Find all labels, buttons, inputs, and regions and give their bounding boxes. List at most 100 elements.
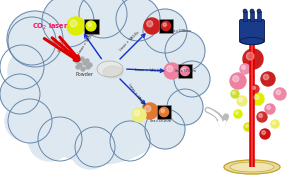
Circle shape (48, 52, 152, 156)
Bar (178, 64, 192, 78)
Circle shape (252, 86, 256, 89)
Circle shape (42, 0, 94, 47)
Circle shape (167, 66, 173, 72)
Circle shape (254, 95, 259, 100)
Circle shape (70, 129, 110, 169)
Circle shape (257, 9, 261, 13)
Circle shape (230, 73, 246, 89)
Circle shape (164, 63, 180, 79)
Circle shape (232, 91, 235, 94)
Ellipse shape (224, 160, 280, 174)
Ellipse shape (103, 66, 123, 78)
Circle shape (174, 61, 210, 97)
Circle shape (276, 90, 281, 95)
Text: Laser + YAG:Eu: Laser + YAG:Eu (119, 30, 141, 52)
Ellipse shape (230, 162, 274, 172)
Circle shape (160, 107, 169, 117)
Circle shape (83, 61, 87, 65)
Text: Laser + YAG:Dy: Laser + YAG:Dy (135, 67, 161, 72)
Text: Laser + YAG:Ce: Laser + YAG:Ce (78, 31, 96, 55)
Bar (243, 11, 247, 21)
Bar (257, 11, 261, 21)
Circle shape (80, 57, 84, 61)
Circle shape (182, 68, 185, 71)
Circle shape (50, 59, 150, 159)
Circle shape (75, 59, 79, 63)
Circle shape (50, 0, 150, 99)
Circle shape (234, 110, 242, 118)
Circle shape (105, 19, 185, 99)
Circle shape (244, 123, 252, 131)
Circle shape (85, 59, 89, 63)
Circle shape (76, 65, 80, 69)
Circle shape (274, 88, 286, 100)
Circle shape (263, 74, 269, 80)
Circle shape (251, 85, 259, 93)
Circle shape (81, 67, 85, 71)
Circle shape (167, 89, 203, 125)
Circle shape (165, 31, 205, 71)
Circle shape (233, 76, 239, 82)
Circle shape (272, 121, 275, 124)
Circle shape (257, 112, 267, 122)
Circle shape (262, 131, 265, 135)
Circle shape (145, 106, 151, 112)
Circle shape (86, 21, 96, 31)
Circle shape (271, 120, 279, 128)
Bar (159, 19, 173, 33)
Bar (83, 19, 98, 33)
Circle shape (86, 65, 90, 69)
Circle shape (68, 15, 192, 139)
Circle shape (243, 9, 247, 13)
Text: Laser + YAG:Dy: Laser + YAG:Dy (127, 83, 145, 107)
Circle shape (142, 103, 158, 119)
Circle shape (15, 24, 105, 114)
Circle shape (145, 109, 185, 149)
Circle shape (20, 0, 180, 154)
Circle shape (45, 0, 155, 109)
Circle shape (28, 117, 72, 161)
Circle shape (70, 20, 77, 27)
Text: Heating: Heating (49, 38, 61, 54)
Circle shape (231, 90, 239, 98)
Text: λex=338nm: λex=338nm (170, 29, 192, 33)
Circle shape (15, 0, 185, 164)
Circle shape (116, 0, 160, 41)
Bar (250, 11, 254, 21)
Circle shape (5, 101, 45, 141)
Circle shape (20, 64, 90, 134)
Circle shape (163, 23, 166, 26)
Text: CO$_2$ laser: CO$_2$ laser (32, 22, 68, 32)
Circle shape (242, 66, 246, 70)
Circle shape (88, 23, 92, 26)
Circle shape (240, 64, 250, 74)
Circle shape (147, 21, 153, 27)
Circle shape (243, 49, 263, 69)
Circle shape (239, 98, 243, 101)
Circle shape (15, 16, 145, 146)
Circle shape (180, 66, 190, 76)
Circle shape (235, 111, 238, 114)
Circle shape (247, 52, 254, 60)
Circle shape (67, 17, 85, 35)
Circle shape (259, 114, 262, 118)
Circle shape (79, 0, 127, 38)
Circle shape (267, 106, 271, 109)
Circle shape (70, 19, 190, 139)
Circle shape (250, 9, 254, 13)
Circle shape (78, 63, 82, 67)
Text: Heating: Heating (57, 39, 69, 53)
FancyBboxPatch shape (240, 19, 265, 43)
Circle shape (20, 24, 140, 144)
Circle shape (245, 124, 248, 127)
Circle shape (161, 109, 164, 112)
Circle shape (260, 129, 270, 139)
Circle shape (252, 93, 264, 105)
Ellipse shape (97, 61, 123, 77)
Circle shape (261, 72, 275, 86)
Circle shape (161, 21, 171, 31)
Circle shape (8, 47, 56, 95)
Circle shape (7, 11, 63, 67)
Circle shape (144, 18, 160, 34)
Circle shape (143, 9, 187, 53)
